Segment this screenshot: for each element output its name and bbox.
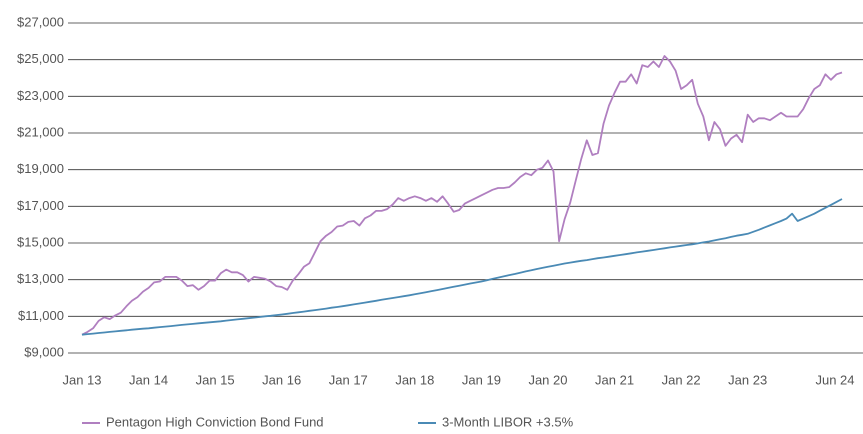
y-tick-label: $27,000 [17,14,64,29]
x-tick-label: Jan 16 [262,372,301,387]
y-tick-label: $23,000 [17,88,64,103]
x-tick-label: Jan 22 [662,372,701,387]
y-tick-label: $17,000 [17,198,64,213]
x-tick-label: Jan 23 [728,372,767,387]
x-tick-label: Jan 15 [196,372,235,387]
y-tick-label: $9,000 [24,344,64,359]
y-tick-label: $13,000 [17,271,64,286]
x-tick-label: Jun 24 [815,372,854,387]
legend-label: Pentagon High Conviction Bond Fund [106,414,324,429]
series-line [81,55,843,336]
x-tick-label: Jan 13 [62,372,101,387]
y-tick-label: $21,000 [17,124,64,139]
x-tick-label: Jan 17 [329,372,368,387]
series-line [81,198,843,336]
x-tick-label: Jan 21 [595,372,634,387]
y-tick-label: $19,000 [17,161,64,176]
y-tick-label: $11,000 [18,308,64,323]
legend-label: 3-Month LIBOR +3.5% [442,414,574,429]
x-tick-label: Jan 20 [528,372,567,387]
x-tick-label: Jan 19 [462,372,501,387]
x-tick-label: Jan 18 [395,372,434,387]
y-tick-label: $15,000 [17,234,64,249]
x-tick-label: Jan 14 [129,372,168,387]
y-tick-label: $25,000 [17,51,64,66]
